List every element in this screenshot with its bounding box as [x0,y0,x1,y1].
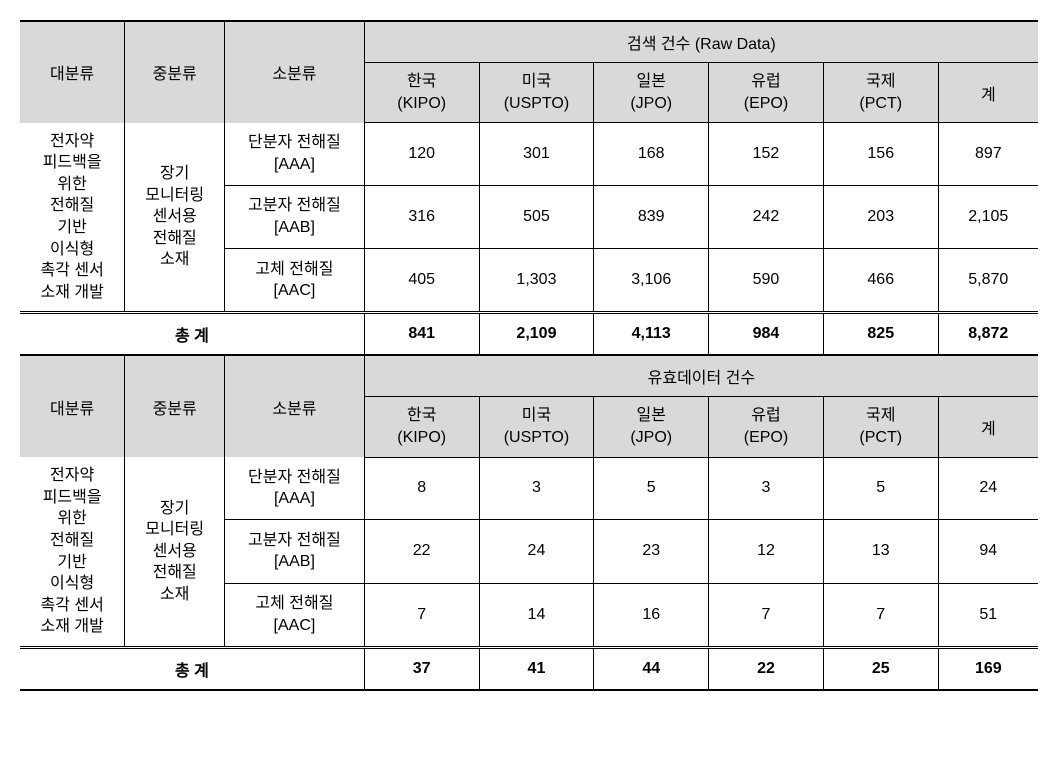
total-cell: 8,872 [938,313,1038,356]
data-cell: 14 [479,583,594,647]
data-cell: 22 [364,520,479,583]
mid-category-cell: 장기 모니터링 센서용 전해질 소재 [125,457,225,647]
data-cell: 316 [364,185,479,248]
small-category-aab: 고분자 전해질 [AAB] [225,520,365,583]
total-cell: 825 [823,313,938,356]
data-cell: 5,870 [938,249,1038,313]
data-cell: 3 [479,457,594,520]
data-cell: 7 [709,583,824,647]
data-cell: 5 [823,457,938,520]
data-cell: 152 [709,123,824,186]
data-cell: 897 [938,123,1038,186]
total-label: 총 계 [20,647,364,690]
data-cell: 3,106 [594,249,709,313]
total-cell: 4,113 [594,313,709,356]
header-small-category: 소분류 [225,21,365,123]
header-us: 미국 (USPTO) [479,63,594,123]
total-cell: 41 [479,647,594,690]
data-cell: 13 [823,520,938,583]
header-europe: 유럽 (EPO) [709,397,824,457]
total-cell: 37 [364,647,479,690]
table-row: 전자약 피드백을 위한 전해질 기반 이식형 촉각 센서 소재 개발 장기 모니… [20,457,1038,520]
mid-category-cell: 장기 모니터링 센서용 전해질 소재 [125,123,225,313]
data-cell: 590 [709,249,824,313]
total-cell: 984 [709,313,824,356]
data-cell: 242 [709,185,824,248]
data-cell: 839 [594,185,709,248]
small-category-aac: 고체 전해질 [AAC] [225,583,365,647]
header-mid-category: 중분류 [125,21,225,123]
data-cell: 203 [823,185,938,248]
total-label: 총 계 [20,313,364,356]
data-cell: 94 [938,520,1038,583]
total-cell: 2,109 [479,313,594,356]
data-cell: 24 [938,457,1038,520]
data-cell: 2,105 [938,185,1038,248]
data-cell: 405 [364,249,479,313]
data-cell: 24 [479,520,594,583]
header-us: 미국 (USPTO) [479,397,594,457]
small-category-aac: 고체 전해질 [AAC] [225,249,365,313]
table-row: 전자약 피드백을 위한 전해질 기반 이식형 촉각 센서 소재 개발 장기 모니… [20,123,1038,186]
header-korea: 한국 (KIPO) [364,397,479,457]
header-intl: 국제 (PCT) [823,397,938,457]
total-cell: 169 [938,647,1038,690]
data-cell: 301 [479,123,594,186]
data-cell: 156 [823,123,938,186]
data-cell: 1,303 [479,249,594,313]
data-cell: 12 [709,520,824,583]
small-category-aab: 고분자 전해질 [AAB] [225,185,365,248]
header-valid-data-title: 유효데이터 건수 [364,355,1038,397]
total-cell: 841 [364,313,479,356]
header-small-category: 소분류 [225,355,365,457]
header-sum: 계 [938,63,1038,123]
total-cell: 22 [709,647,824,690]
data-cell: 3 [709,457,824,520]
small-category-aaa: 단분자 전해질 [AAA] [225,123,365,186]
large-category-cell: 전자약 피드백을 위한 전해질 기반 이식형 촉각 센서 소재 개발 [20,457,125,647]
total-row: 총 계 841 2,109 4,113 984 825 8,872 [20,313,1038,356]
data-cell: 16 [594,583,709,647]
total-row: 총 계 37 41 44 22 25 169 [20,647,1038,690]
header-large-category: 대분류 [20,21,125,123]
small-category-aaa: 단분자 전해질 [AAA] [225,457,365,520]
header-large-category: 대분류 [20,355,125,457]
header-japan: 일본 (JPO) [594,397,709,457]
header-korea: 한국 (KIPO) [364,63,479,123]
data-cell: 51 [938,583,1038,647]
data-cell: 8 [364,457,479,520]
data-table: 대분류 중분류 소분류 검색 건수 (Raw Data) 한국 (KIPO) 미… [20,20,1038,691]
header-mid-category: 중분류 [125,355,225,457]
header-europe: 유럽 (EPO) [709,63,824,123]
data-cell: 505 [479,185,594,248]
data-cell: 120 [364,123,479,186]
header-intl: 국제 (PCT) [823,63,938,123]
header-sum: 계 [938,397,1038,457]
data-cell: 5 [594,457,709,520]
data-cell: 466 [823,249,938,313]
data-cell: 168 [594,123,709,186]
total-cell: 25 [823,647,938,690]
header-raw-data-title: 검색 건수 (Raw Data) [364,21,1038,63]
data-cell: 23 [594,520,709,583]
total-cell: 44 [594,647,709,690]
data-cell: 7 [364,583,479,647]
data-cell: 7 [823,583,938,647]
header-japan: 일본 (JPO) [594,63,709,123]
large-category-cell: 전자약 피드백을 위한 전해질 기반 이식형 촉각 센서 소재 개발 [20,123,125,313]
